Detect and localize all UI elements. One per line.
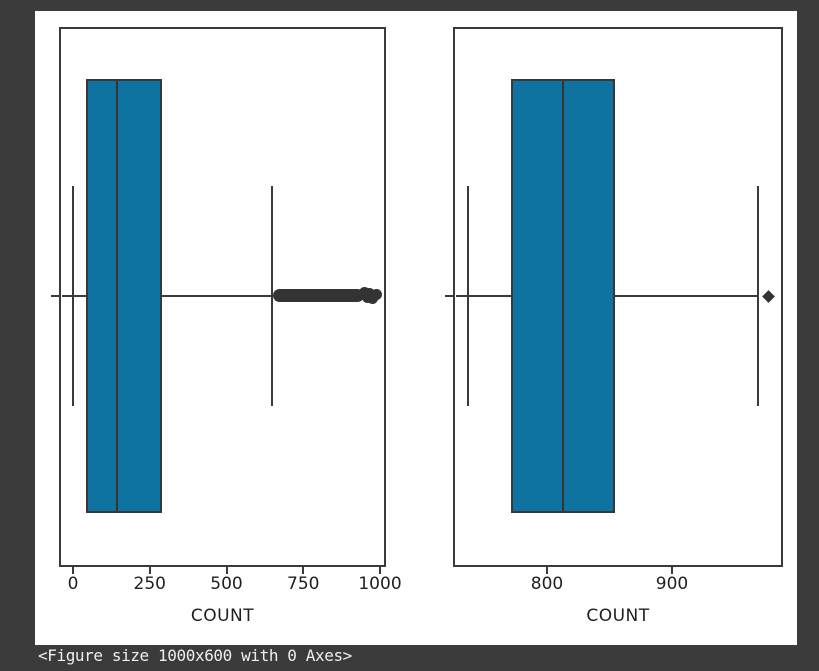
x-axis-label: COUNT bbox=[586, 606, 650, 626]
x-tick-label: 0 bbox=[67, 574, 79, 594]
box-iqr bbox=[85, 79, 163, 513]
matplotlib-figure: COUNT 0 250 500 750 1000 COUNT 800 900 bbox=[35, 11, 797, 645]
x-axis-tick bbox=[546, 567, 548, 574]
whisker-cap-high bbox=[757, 186, 760, 406]
median-line bbox=[115, 79, 118, 513]
x-tick-label: 900 bbox=[655, 574, 689, 594]
x-axis-tick bbox=[671, 567, 673, 574]
whisker-line-high bbox=[162, 295, 272, 297]
x-tick-label: 500 bbox=[210, 574, 243, 594]
x-axis-tick bbox=[148, 567, 151, 574]
median-line bbox=[562, 79, 565, 513]
x-axis-tick bbox=[225, 567, 228, 574]
outlier-diamond bbox=[761, 289, 775, 303]
whisker-cap-low bbox=[467, 186, 470, 406]
x-axis-label: COUNT bbox=[190, 606, 255, 626]
y-axis-tick bbox=[51, 295, 59, 297]
figure-size-caption: <Figure size 1000x600 with 0 Axes> bbox=[38, 646, 352, 665]
boxplot-axes-right: COUNT 800 900 bbox=[445, 27, 783, 626]
whisker-line-high bbox=[614, 295, 759, 297]
whisker-cap-high bbox=[270, 186, 273, 406]
x-tick-label: 750 bbox=[287, 574, 320, 594]
whisker-line-low bbox=[456, 295, 511, 297]
x-axis-tick bbox=[72, 567, 74, 574]
x-tick-label: 250 bbox=[133, 574, 166, 594]
x-axis-tick bbox=[302, 567, 305, 574]
x-axis-tick bbox=[379, 567, 381, 574]
outlier-point bbox=[371, 289, 383, 300]
x-tick-label: 1000 bbox=[358, 574, 402, 594]
whisker-cap-low bbox=[72, 186, 74, 406]
outlier-band bbox=[273, 289, 365, 302]
boxplot-axes-left: COUNT 0 250 500 750 1000 bbox=[51, 27, 402, 626]
y-axis-tick bbox=[445, 295, 453, 297]
x-tick-label: 800 bbox=[530, 574, 564, 594]
